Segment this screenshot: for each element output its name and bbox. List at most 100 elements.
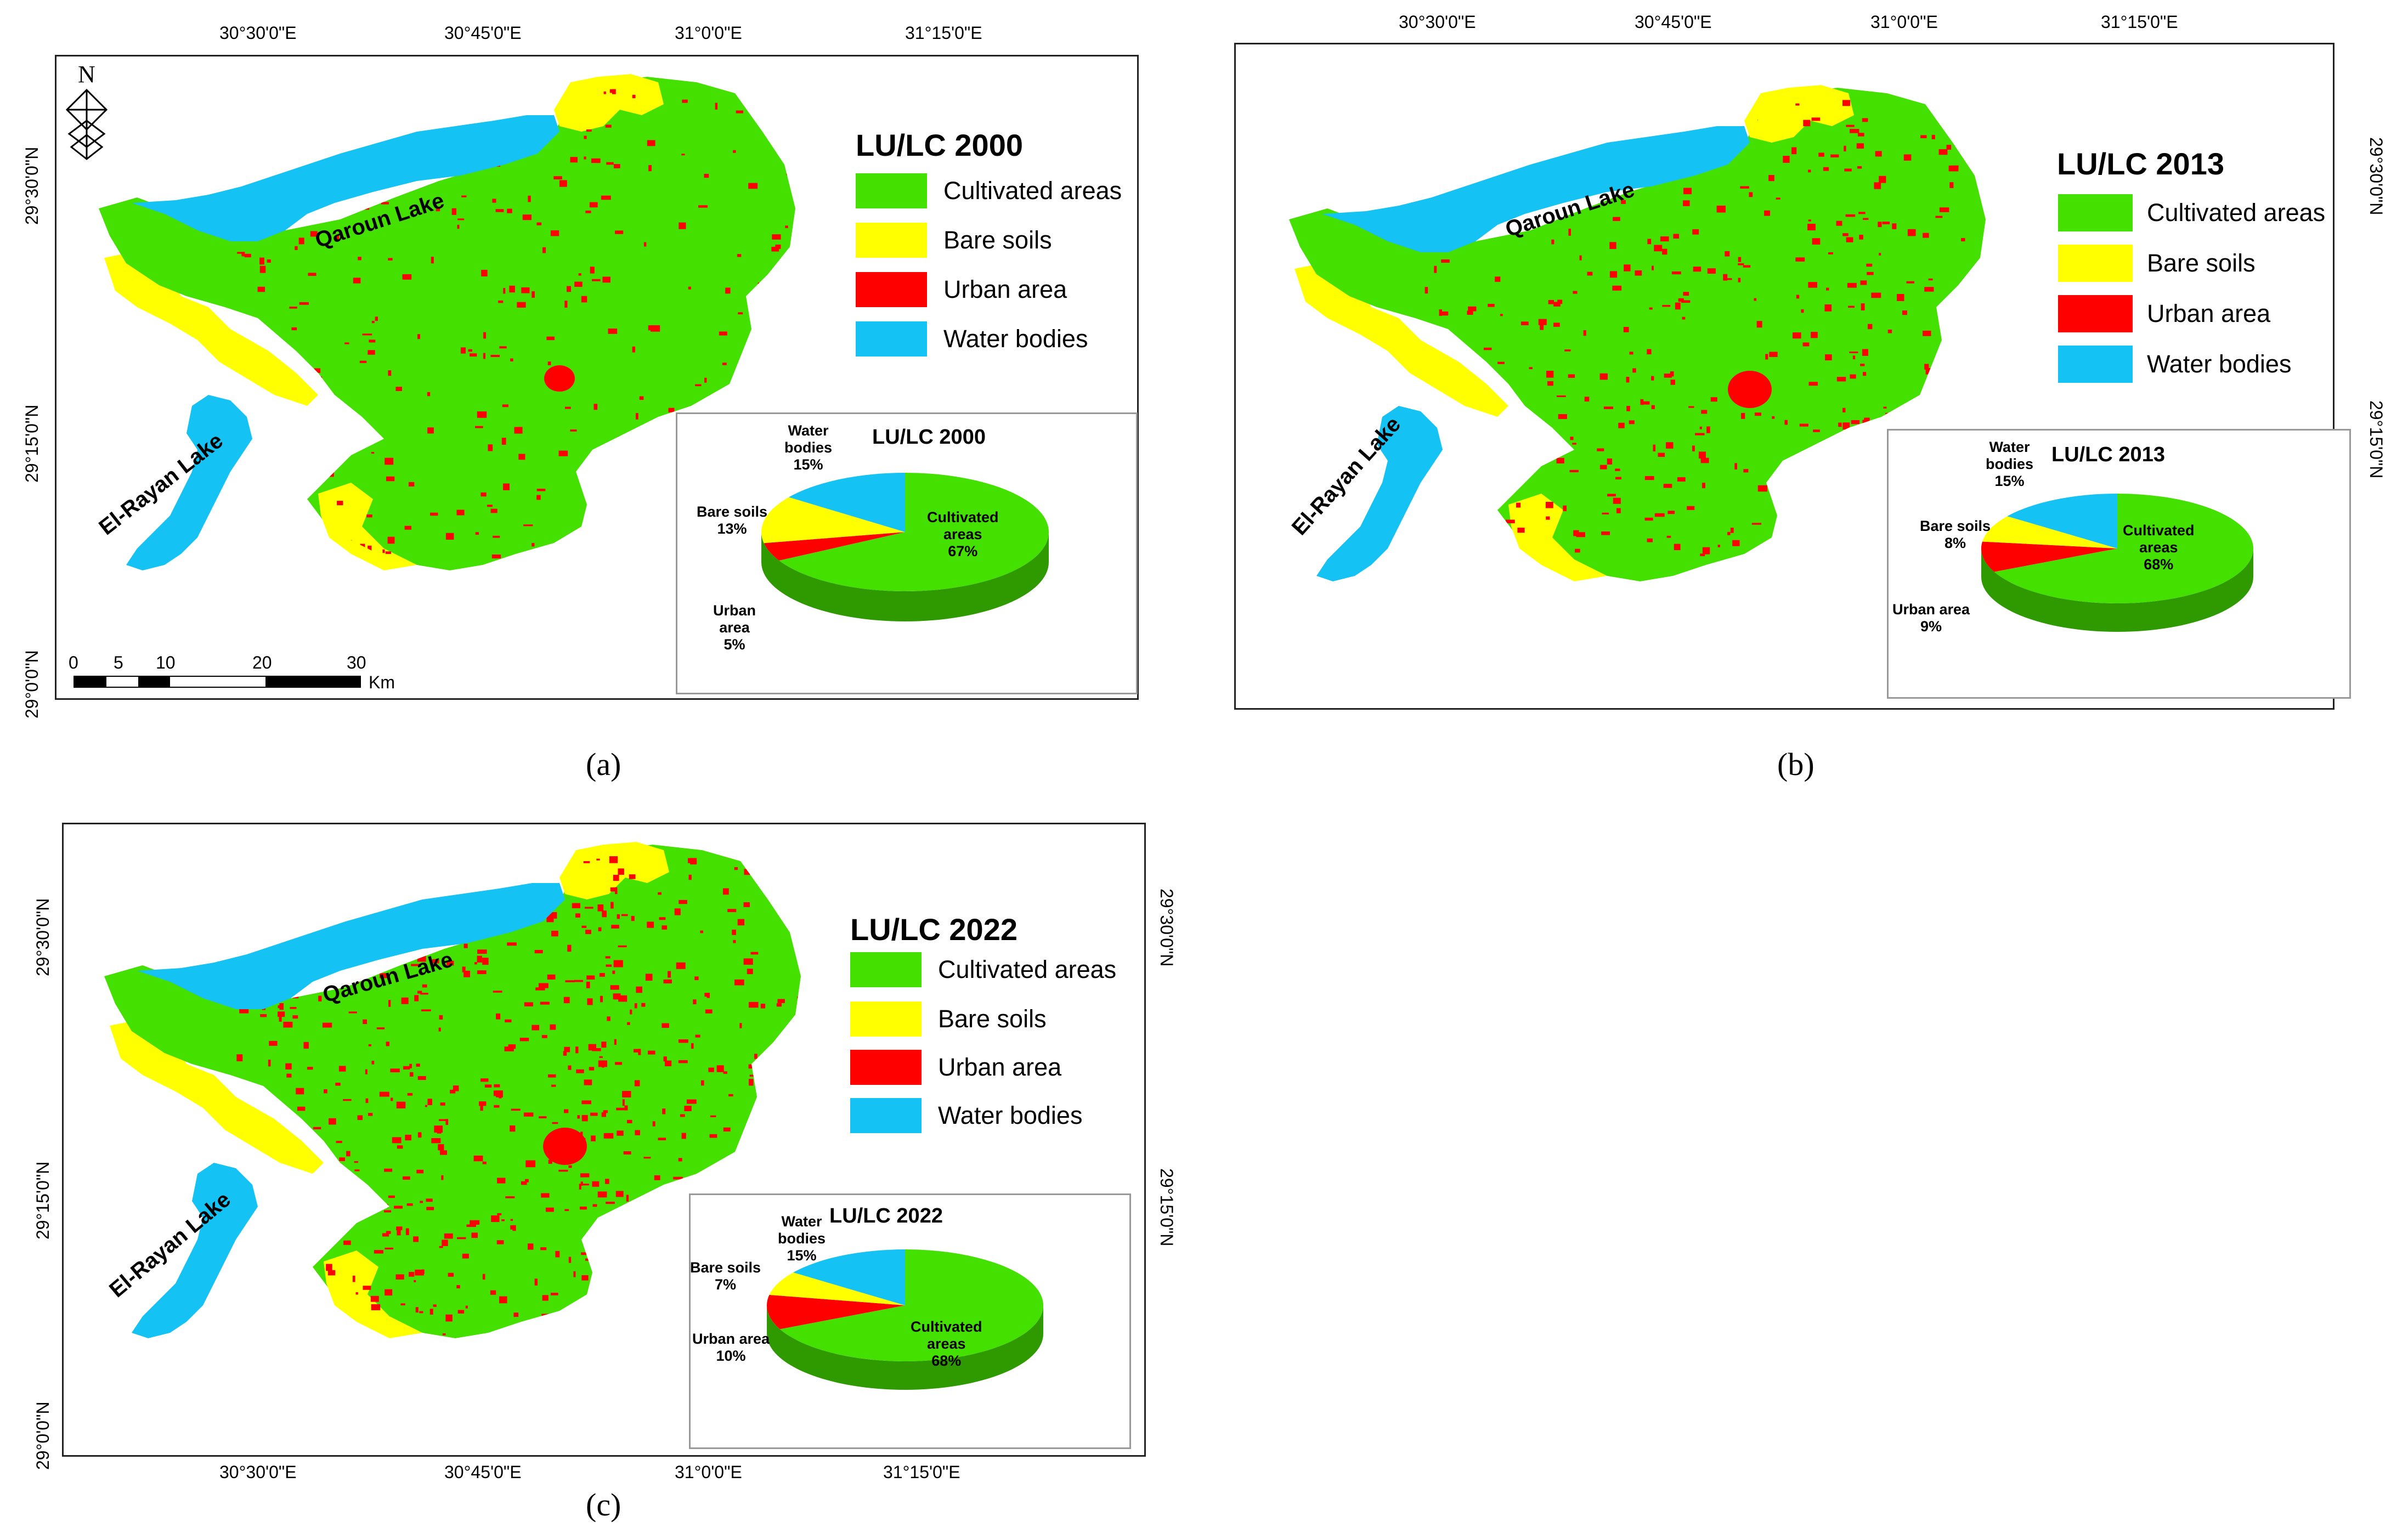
urban-patch bbox=[511, 1108, 521, 1111]
urban-patch bbox=[737, 254, 742, 257]
urban-patch bbox=[1613, 217, 1620, 221]
urban-patch bbox=[394, 1206, 403, 1209]
urban-patch bbox=[346, 1151, 351, 1157]
urban-patch bbox=[1842, 100, 1851, 106]
urban-patch bbox=[541, 1193, 550, 1198]
urban-patch bbox=[1468, 306, 1477, 312]
urban-patch bbox=[267, 259, 271, 263]
urban-patch bbox=[581, 1275, 589, 1281]
urban-patch bbox=[269, 1040, 278, 1046]
urban-patch bbox=[575, 1046, 579, 1054]
urban-patch bbox=[368, 1113, 373, 1116]
urban-patch bbox=[385, 1289, 393, 1296]
urban-patch bbox=[365, 1098, 369, 1104]
urban-patch bbox=[739, 1023, 742, 1028]
urban-patch bbox=[510, 358, 513, 361]
urban-patch bbox=[1920, 135, 1927, 139]
urban-patch bbox=[1931, 134, 1935, 139]
urban-patch bbox=[1653, 444, 1656, 452]
legend-title: LU/LC 2022 bbox=[850, 912, 1018, 947]
bare-soil-area bbox=[104, 252, 318, 406]
urban-patch bbox=[482, 1161, 487, 1164]
urban-patch bbox=[417, 334, 421, 340]
urban-patch bbox=[681, 154, 685, 156]
urban-patch bbox=[493, 1090, 503, 1096]
caption-a: (a) bbox=[586, 746, 621, 782]
urban-patch bbox=[734, 979, 744, 986]
urban-patch bbox=[1553, 302, 1561, 307]
urban-patch bbox=[641, 1003, 646, 1007]
urban-patch bbox=[704, 377, 707, 383]
urban-patch bbox=[491, 1215, 500, 1223]
urban-patch bbox=[573, 1271, 576, 1277]
el-rayan-lake bbox=[132, 1163, 258, 1338]
urban-patch bbox=[285, 1063, 292, 1070]
bare-soil-area bbox=[1508, 494, 1607, 581]
urban-patch bbox=[1694, 433, 1705, 435]
urban-patch bbox=[501, 1219, 505, 1221]
urban-patch bbox=[429, 1309, 433, 1315]
urban-patch bbox=[1707, 268, 1716, 274]
urban-patch bbox=[1660, 236, 1669, 242]
urban-patch bbox=[1564, 349, 1571, 352]
urban-patch bbox=[662, 1108, 666, 1114]
urban-patch bbox=[566, 286, 571, 292]
swatch-bare bbox=[856, 223, 927, 258]
urban-patch bbox=[523, 524, 533, 527]
map-layers bbox=[99, 74, 795, 570]
urban-patch bbox=[618, 868, 624, 875]
urban-patch bbox=[401, 997, 409, 1004]
urban-patch bbox=[505, 1196, 515, 1198]
urban-patch bbox=[638, 1049, 641, 1055]
urban-patch bbox=[1563, 505, 1567, 512]
urban-patch bbox=[478, 1101, 487, 1106]
urban-patch bbox=[1784, 420, 1788, 425]
urban-patch bbox=[1547, 381, 1553, 386]
pie-slice-urban bbox=[766, 1294, 905, 1329]
pie-label-water: Water bodies 15% bbox=[778, 1213, 826, 1264]
urban-patch bbox=[1551, 239, 1555, 245]
urban-patch bbox=[430, 512, 438, 516]
urban-patch bbox=[1879, 253, 1881, 256]
urban-patch bbox=[772, 234, 781, 240]
cultivated-area bbox=[1289, 88, 1986, 581]
urban-patch bbox=[598, 927, 602, 932]
urban-patch bbox=[722, 363, 727, 365]
urban-patch bbox=[1811, 332, 1818, 338]
legend-bare: Bare soils bbox=[850, 1002, 1047, 1037]
urban-patch bbox=[415, 1307, 419, 1313]
urban-patch bbox=[632, 346, 636, 353]
urban-patch bbox=[1677, 477, 1686, 482]
urban-patch bbox=[564, 406, 571, 409]
urban-patch bbox=[318, 995, 322, 1002]
pie-side bbox=[1981, 548, 2253, 632]
urban-patch bbox=[470, 353, 477, 357]
urban-patch bbox=[1859, 234, 1863, 240]
swatch-urban bbox=[2058, 295, 2133, 332]
pie-slice-bare bbox=[761, 497, 905, 544]
urban-patch bbox=[1842, 233, 1849, 236]
urban-patch bbox=[1754, 298, 1757, 301]
urban-patch bbox=[1706, 426, 1710, 433]
urban-patch bbox=[460, 347, 466, 354]
urban-patch bbox=[439, 1119, 448, 1121]
urban-patch bbox=[715, 103, 718, 110]
urban-patch bbox=[371, 451, 375, 454]
urban-patch bbox=[396, 1226, 403, 1231]
urban-patch bbox=[615, 887, 618, 895]
urban-patch bbox=[626, 1195, 629, 1202]
urban-patch bbox=[547, 912, 557, 919]
bare-soil-area bbox=[1744, 85, 1854, 143]
urban-patch bbox=[477, 955, 482, 963]
urban-patch bbox=[611, 925, 619, 929]
legend-water: Water bodies bbox=[856, 321, 1088, 357]
urban-patch bbox=[445, 533, 454, 540]
legend-cultivated: Cultivated areas bbox=[2058, 194, 2325, 231]
urban-patch bbox=[547, 361, 551, 365]
urban-patch bbox=[303, 1042, 309, 1049]
pie-label-water: Water bodies 15% bbox=[1986, 439, 2034, 490]
urban-patch bbox=[1923, 330, 1931, 336]
urban-patch bbox=[590, 1112, 598, 1116]
urban-patch bbox=[1808, 382, 1818, 386]
bare-soil-area bbox=[324, 1251, 422, 1338]
